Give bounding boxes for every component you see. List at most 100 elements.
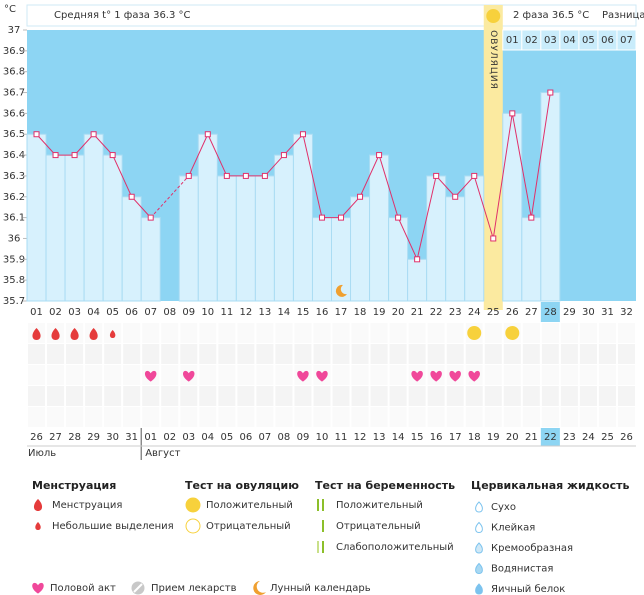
x-tick-label: 15 xyxy=(297,307,310,318)
calendar-date: 15 xyxy=(411,432,424,443)
phase2-day: 03 xyxy=(544,35,557,46)
legend-item: Прием лекарств xyxy=(151,583,237,594)
calendar-date: 07 xyxy=(259,432,272,443)
x-tick-label: 03 xyxy=(68,307,81,318)
bar xyxy=(331,217,352,302)
legend-item: Кремообразная xyxy=(491,543,573,554)
calendar-date: 30 xyxy=(106,432,119,443)
point xyxy=(52,152,59,159)
calendar-date: 14 xyxy=(392,432,405,443)
x-tick-label: 07 xyxy=(144,307,157,318)
intercourse-heart xyxy=(183,370,195,382)
legend-item: Сухо xyxy=(491,502,516,513)
phase2-day: 05 xyxy=(582,35,595,46)
x-tick-label: 26 xyxy=(506,307,519,318)
ovulation-test-positive xyxy=(505,326,520,340)
phase2-day: 07 xyxy=(620,35,633,46)
legend-icon xyxy=(317,499,319,511)
y-tick-label: 36.3 xyxy=(3,171,25,182)
y-tick-label: 36.2 xyxy=(3,192,25,203)
legend-icon xyxy=(317,541,319,553)
calendar-date: 16 xyxy=(430,432,443,443)
x-tick-label: 25 xyxy=(487,307,500,318)
intercourse-heart xyxy=(449,370,461,382)
today-date-cell xyxy=(540,428,560,446)
calendar-date: 24 xyxy=(582,432,595,443)
point xyxy=(223,172,230,179)
phase2-avg: 2 фаза 36.5 °C xyxy=(513,10,589,21)
month-label: Июль xyxy=(28,448,56,459)
bar xyxy=(26,133,47,302)
y-tick-label: 36 xyxy=(8,233,21,244)
legend-title: Тест на овуляцию xyxy=(185,479,299,492)
point xyxy=(357,193,364,200)
calendar-date: 21 xyxy=(525,432,538,443)
y-tick-label: 35.7 xyxy=(3,296,25,307)
legend-item: Лунный календарь xyxy=(270,583,371,594)
bar xyxy=(502,112,523,302)
phase2-day: 04 xyxy=(563,35,576,46)
phase2-day: 02 xyxy=(525,35,538,46)
gap-bridge xyxy=(150,175,190,218)
today-cell xyxy=(540,302,560,322)
point xyxy=(280,152,287,159)
bar xyxy=(292,133,313,302)
point xyxy=(528,214,535,221)
x-tick-label: 19 xyxy=(373,307,386,318)
x-tick-label: 10 xyxy=(201,307,214,318)
legend-title: Менструация xyxy=(32,479,116,492)
bar xyxy=(426,175,447,302)
y-tick-label: 36.5 xyxy=(3,129,25,140)
calendar-date: 04 xyxy=(201,432,214,443)
calendar-date: 26 xyxy=(30,432,43,443)
legend-title: Цервикальная жидкость xyxy=(471,479,629,492)
menstruation-drop xyxy=(51,328,60,340)
x-tick-label: 11 xyxy=(220,307,233,318)
legend-item: Клейкая xyxy=(491,523,535,534)
legend-icon xyxy=(322,520,324,532)
y-tick-label: 36.1 xyxy=(3,213,25,224)
point xyxy=(318,214,325,221)
y-tick-label: 36.9 xyxy=(3,46,25,57)
legend-item: Отрицательный xyxy=(206,521,291,532)
x-tick-label: 32 xyxy=(620,307,633,318)
legend-icon xyxy=(35,522,41,530)
legend-icon xyxy=(133,583,143,593)
point xyxy=(33,131,40,138)
calendar-date: 29 xyxy=(87,432,100,443)
x-tick-label: 29 xyxy=(563,307,576,318)
legend-item: Яичный белок xyxy=(491,584,565,595)
legend-icon xyxy=(33,499,43,511)
bar xyxy=(407,258,428,302)
intercourse-heart xyxy=(468,370,480,382)
legend-icon xyxy=(322,499,324,511)
intercourse-heart xyxy=(316,370,328,382)
x-tick-label: 31 xyxy=(601,307,614,318)
moon-icon xyxy=(335,284,348,297)
calendar-date: 26 xyxy=(620,432,633,443)
calendar-date: 11 xyxy=(335,432,348,443)
point xyxy=(147,214,154,221)
point xyxy=(90,131,97,138)
calendar-date: 18 xyxy=(468,432,481,443)
menstruation-light-drop xyxy=(109,330,116,338)
bar xyxy=(64,154,85,302)
legend-icon xyxy=(32,582,44,594)
ovulation-label: ОВУЛЯЦИЯ xyxy=(488,30,498,90)
y-tick-label: 36.8 xyxy=(3,67,25,78)
point xyxy=(128,193,135,200)
legend-icon xyxy=(322,541,324,553)
calendar-date: 05 xyxy=(220,432,233,443)
x-tick-label: 24 xyxy=(468,307,481,318)
x-tick-label: 04 xyxy=(87,307,100,318)
calendar-date: 20 xyxy=(506,432,519,443)
calendar-date: 25 xyxy=(601,432,614,443)
unit: °C xyxy=(4,4,16,15)
x-tick-label: 02 xyxy=(49,307,62,318)
calendar-date: 12 xyxy=(354,432,367,443)
y-tick-label: 36.4 xyxy=(3,150,25,161)
calendar-date: 13 xyxy=(373,432,386,443)
bar xyxy=(388,217,409,302)
phase2-day: 06 xyxy=(601,35,614,46)
